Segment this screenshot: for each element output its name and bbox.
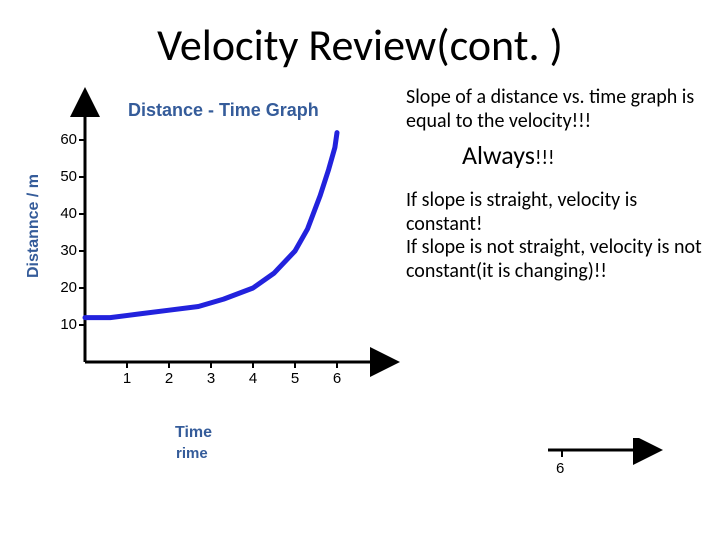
y-tick-label: 10 bbox=[47, 316, 77, 333]
y-tick-label: 60 bbox=[47, 131, 77, 148]
slide-title: Velocity Review(cont. ) bbox=[0, 0, 720, 72]
always-emphasis: Always!!! bbox=[462, 139, 706, 171]
x-tick-label: 6 bbox=[327, 370, 347, 387]
x-tick-label: 2 bbox=[159, 370, 179, 387]
always-word: Always bbox=[462, 139, 535, 171]
x-axis-label-duplicate: rime bbox=[176, 445, 208, 462]
distance-time-chart: Distannce / m Distance - Time Graph Time… bbox=[10, 82, 400, 452]
x-tick-label: 1 bbox=[117, 370, 137, 387]
fragment-tick-label: 6 bbox=[556, 460, 564, 477]
axis-fragment: 6 bbox=[548, 438, 678, 488]
y-tick-label: 40 bbox=[47, 205, 77, 222]
y-tick-label: 50 bbox=[47, 168, 77, 185]
x-axis-label: Time bbox=[175, 424, 212, 442]
paragraph-constant-velocity: If slope is straight, velocity is consta… bbox=[406, 189, 706, 283]
fragment-svg bbox=[548, 438, 678, 488]
always-exclaim: !!! bbox=[535, 146, 555, 170]
x-tick-label: 4 bbox=[243, 370, 263, 387]
x-tick-label: 5 bbox=[285, 370, 305, 387]
y-tick-label: 20 bbox=[47, 279, 77, 296]
paragraph-slope-definition: Slope of a distance vs. time graph is eq… bbox=[406, 86, 706, 133]
y-tick-label: 30 bbox=[47, 242, 77, 259]
x-tick-label: 3 bbox=[201, 370, 221, 387]
content-row: Distannce / m Distance - Time Graph Time… bbox=[0, 82, 720, 452]
text-column: Slope of a distance vs. time graph is eq… bbox=[406, 82, 706, 452]
